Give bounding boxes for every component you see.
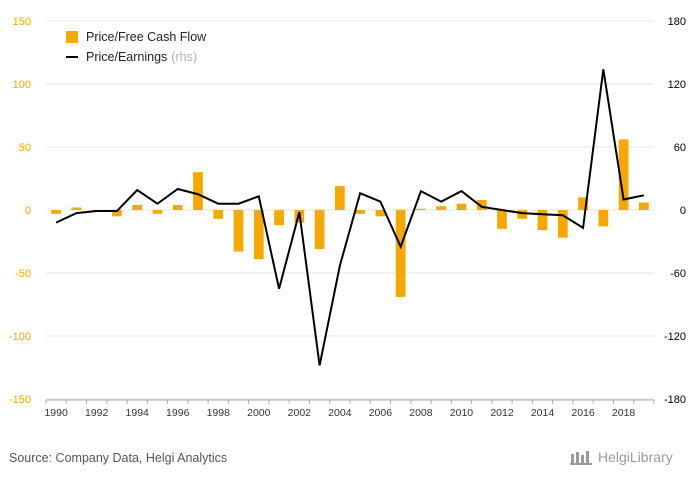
bar-2007 (395, 210, 406, 297)
bar-2001 (274, 210, 284, 226)
bar-2015 (557, 210, 568, 238)
x-tick-label: 2006 (369, 407, 393, 419)
y-right-tick-label: 120 (668, 79, 686, 91)
x-tick-label: 1990 (44, 407, 68, 419)
y-left-tick-label: 150 (13, 16, 31, 28)
bar-2004 (335, 186, 345, 210)
x-tick-label: 2012 (490, 407, 514, 419)
y-left-tick-label: 50 (19, 142, 31, 154)
bar-2011 (476, 199, 487, 210)
y-right-tick-label: -180 (664, 394, 686, 406)
bar-2005 (355, 210, 365, 214)
x-tick-label: 1998 (207, 407, 231, 419)
x-tick-label: 2014 (531, 407, 555, 419)
bar-1997 (193, 172, 203, 210)
legend-label-line: Price/Earnings (86, 50, 168, 64)
bar-2012 (497, 210, 507, 229)
bar-2006 (375, 210, 386, 217)
bar-1991 (71, 207, 82, 210)
bar-1994 (132, 204, 143, 210)
bar-2003 (314, 210, 325, 250)
x-tick-label: 2010 (450, 407, 474, 419)
bar-2013 (517, 210, 528, 219)
y-left-tick-label: -150 (9, 394, 31, 406)
bar-1993 (112, 210, 122, 217)
bar-1990 (51, 210, 61, 214)
bar-2000 (253, 210, 264, 260)
y-left-tick-label: 0 (25, 205, 31, 217)
bar-1996 (172, 204, 183, 210)
brand-logo: HelgiLibrary (570, 449, 673, 465)
legend: Price/Free Cash Flow Price/Earnings (rhs… (66, 27, 206, 67)
x-tick-label: 1992 (85, 407, 109, 419)
y-right-tick-label: 60 (674, 142, 686, 154)
y-right-tick-label: -60 (670, 268, 686, 280)
bar-2014 (537, 210, 548, 231)
y-right-tick-label: 180 (668, 16, 686, 28)
brand-name: HelgiLibrary (598, 449, 673, 465)
bar-2016 (578, 197, 588, 210)
x-tick-label: 2016 (571, 407, 595, 419)
x-tick-label: 2004 (328, 407, 352, 419)
bar-2010 (456, 203, 467, 210)
y-left-tick-label: 100 (13, 79, 31, 91)
x-tick-label: 2008 (409, 407, 433, 419)
bar-2017 (598, 210, 609, 227)
legend-label-bar: Price/Free Cash Flow (86, 30, 207, 44)
legend-item-line: Price/Earnings (rhs) (66, 47, 206, 67)
bar-1995 (152, 210, 163, 214)
bar-2018 (618, 139, 629, 210)
y-left-tick-label: -100 (9, 331, 31, 343)
pe-line (55, 69, 645, 366)
bar-1999 (233, 210, 244, 252)
x-tick-label: 2018 (612, 407, 636, 419)
y-right-tick-label: -120 (664, 331, 686, 343)
legend-swatch-bar (66, 31, 78, 43)
bar-2009 (436, 206, 447, 210)
legend-item-bar: Price/Free Cash Flow (66, 27, 206, 47)
library-icon (570, 451, 592, 465)
x-tick-label: 1994 (126, 407, 150, 419)
y-left-tick-label: -50 (15, 268, 31, 280)
legend-swatch-line (66, 56, 78, 58)
bar-2019 (639, 202, 649, 210)
x-tick-label: 2002 (288, 407, 312, 419)
x-tick-label: 1996 (166, 407, 190, 419)
legend-note-rhs: (rhs) (171, 50, 197, 64)
x-tick-label: 2000 (247, 407, 271, 419)
bar-1998 (213, 210, 224, 219)
bar-2008 (416, 208, 426, 210)
source-note: Source: Company Data, Helgi Analytics (9, 451, 228, 465)
y-right-tick-label: 0 (680, 205, 686, 217)
